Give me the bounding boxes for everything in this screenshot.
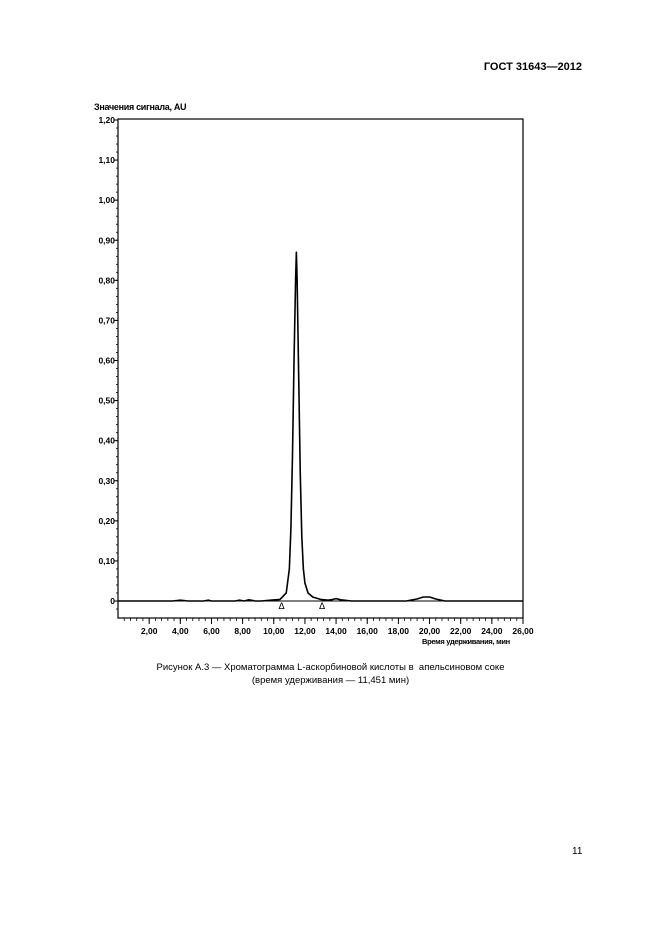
integration-marker: Δ bbox=[278, 602, 285, 612]
y-tick-label: 0 bbox=[110, 596, 115, 606]
y-tick-label: 0,40 bbox=[98, 436, 115, 446]
x-tick-label: 10,00 bbox=[263, 626, 285, 636]
x-tick-label: 24,00 bbox=[481, 626, 503, 636]
y-tick-label: 0,60 bbox=[98, 356, 115, 366]
x-tick-label: 8,00 bbox=[234, 626, 251, 636]
series-line bbox=[118, 251, 523, 602]
x-tick-label: 18,00 bbox=[388, 626, 410, 636]
y-tick-label: 0,90 bbox=[98, 235, 115, 245]
y-axis-label: Значения сигнала, AU bbox=[94, 102, 187, 112]
y-tick-label: 0,10 bbox=[98, 556, 115, 566]
minor-ticks bbox=[116, 119, 524, 621]
y-tick-label: 0,30 bbox=[98, 476, 115, 486]
x-tick-label: 12,00 bbox=[294, 626, 316, 636]
x-axis-ticks: 2,00 4,00 6,00 8,00 10,00 12,00 14,00 16,00 18,0… bbox=[141, 618, 534, 636]
standard-number: ГОСТ 31643—2012 bbox=[483, 61, 582, 73]
plot-frame bbox=[117, 118, 524, 619]
caption-line-2: (время удерживания — 11,451 мин) bbox=[251, 675, 410, 686]
x-tick-label: 2,00 bbox=[141, 626, 158, 636]
x-tick-label: 16,00 bbox=[357, 626, 379, 636]
y-tick-label: 0,70 bbox=[98, 315, 115, 325]
y-axis-ticks: 0 0,10 0,20 0,30 0,40 0,50 0,60 0,70 0,80 0,90 1,0… bbox=[98, 115, 118, 606]
x-tick-label: 26,00 bbox=[512, 626, 534, 636]
figure-caption: Рисунок А.3 — Хроматограмма L-аскорбинов… bbox=[0, 661, 661, 687]
y-tick-label: 0,20 bbox=[98, 516, 115, 526]
x-tick-label: 20,00 bbox=[419, 626, 441, 636]
y-tick-label: 1,00 bbox=[98, 195, 115, 205]
x-tick-label: 4,00 bbox=[172, 626, 189, 636]
x-tick-label: 6,00 bbox=[203, 626, 220, 636]
page-number: 11 bbox=[572, 846, 583, 857]
x-axis-label: Время удерживания, мин bbox=[422, 637, 510, 646]
y-tick-label: 0,50 bbox=[98, 396, 115, 406]
y-tick-label: 0,80 bbox=[98, 275, 115, 285]
x-tick-label: 22,00 bbox=[450, 626, 472, 636]
integration-marker: Δ bbox=[319, 602, 326, 612]
y-tick-label: 1,20 bbox=[98, 115, 115, 125]
y-tick-label: 1,10 bbox=[98, 155, 115, 165]
caption-line-1: Рисунок А.3 — Хроматограмма L-аскорбинов… bbox=[156, 662, 505, 673]
x-tick-label: 14,00 bbox=[325, 626, 347, 636]
